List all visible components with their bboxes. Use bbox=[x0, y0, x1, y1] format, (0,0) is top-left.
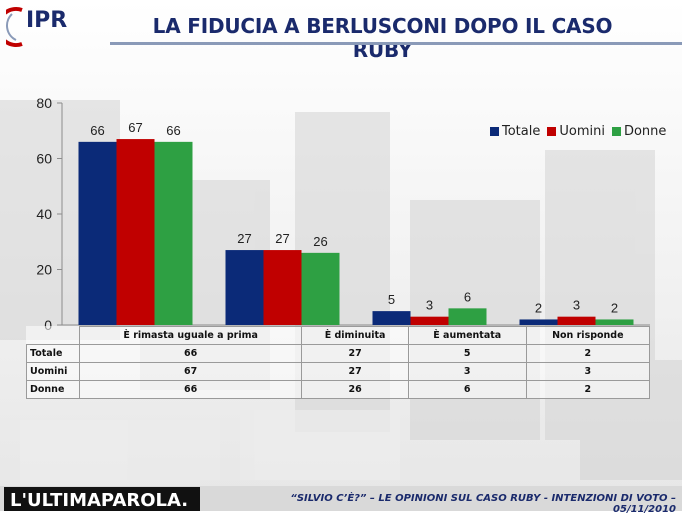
bar-uomini bbox=[410, 316, 449, 325]
bar-uomini bbox=[116, 139, 155, 325]
bar-totale bbox=[372, 311, 411, 325]
brand-logo: L'ULTIMAPAROLA. bbox=[4, 487, 200, 511]
data-label: 26 bbox=[313, 234, 327, 249]
data-label: 27 bbox=[275, 231, 289, 246]
page-title: LA FIDUCIA A BERLUSCONI DOPO IL CASO RUB… bbox=[152, 14, 613, 62]
bar-totale bbox=[519, 319, 558, 325]
footer-note: “SILVIO C’È?” – LE OPINIONI SUL CASO RUB… bbox=[290, 493, 676, 515]
legend-label-totale: Totale bbox=[502, 124, 541, 139]
table-cell: 67 bbox=[78, 362, 303, 381]
legend-swatch-uomini bbox=[547, 127, 557, 136]
table-cell: 2 bbox=[525, 344, 651, 363]
table-cell: 5 bbox=[407, 344, 527, 363]
table-row: Donne 66 26 6 2 bbox=[26, 380, 651, 399]
data-label: 67 bbox=[128, 120, 142, 135]
chart-legend: Totale Uomini Donne bbox=[490, 124, 666, 139]
ipr-logo bbox=[6, 7, 23, 47]
table-row: Totale 66 27 5 2 bbox=[26, 344, 651, 363]
legend-item-uomini: Uomini bbox=[547, 124, 605, 139]
data-label: 6 bbox=[464, 289, 471, 304]
logo-text: IPR bbox=[26, 8, 68, 33]
data-table: È rimasta uguale a prima È diminuita È a… bbox=[26, 326, 651, 399]
table-column-header: Non risponde bbox=[525, 326, 651, 345]
table-cell: 27 bbox=[301, 344, 409, 363]
bar-chart: 0 20 40 60 80 66 67 66 27 27 26 5 3 6 2 3 2 bbox=[36, 95, 650, 333]
bar-uomini bbox=[263, 250, 302, 325]
y-tick-label: 60 bbox=[36, 151, 52, 167]
table-cell: 3 bbox=[407, 362, 527, 381]
legend-label-donne: Donne bbox=[623, 124, 667, 139]
bar-uomini bbox=[557, 316, 596, 325]
bar-donne bbox=[301, 252, 340, 325]
data-label: 5 bbox=[388, 292, 395, 307]
table-cell: 6 bbox=[407, 380, 527, 399]
y-tick-label: 40 bbox=[36, 206, 52, 222]
table-column-header: È diminuita bbox=[301, 326, 409, 345]
y-tick-label: 20 bbox=[36, 262, 52, 278]
table-header-row: È rimasta uguale a prima È diminuita È a… bbox=[26, 326, 651, 345]
legend-swatch-donne bbox=[611, 127, 621, 136]
table-row-label: Totale bbox=[26, 344, 80, 363]
header: IPR LA FIDUCIA A BERLUSCONI DOPO IL CASO… bbox=[0, 0, 682, 62]
brand-text: L'ULTIMAPAROLA. bbox=[10, 490, 188, 511]
bar-donne bbox=[154, 141, 193, 325]
table-corner bbox=[26, 326, 80, 345]
data-label: 2 bbox=[535, 300, 542, 315]
table-row-label: Donne bbox=[26, 380, 80, 399]
bar-totale bbox=[78, 141, 117, 325]
table-row: Uomini 67 27 3 3 bbox=[26, 362, 651, 381]
legend-label-uomini: Uomini bbox=[559, 124, 605, 139]
table-cell: 66 bbox=[78, 380, 303, 399]
legend-item-totale: Totale bbox=[490, 124, 540, 139]
legend-swatch-totale bbox=[490, 127, 499, 136]
data-label: 66 bbox=[166, 123, 180, 138]
y-tick-label: 0 bbox=[44, 317, 52, 333]
bar-donne bbox=[595, 319, 634, 325]
table-cell: 2 bbox=[525, 380, 651, 399]
legend-item-donne: Donne bbox=[611, 124, 667, 139]
table-column-header: È aumentata bbox=[407, 326, 527, 345]
table-cell: 3 bbox=[525, 362, 651, 381]
data-label: 3 bbox=[573, 298, 580, 313]
bar-donne bbox=[448, 308, 487, 325]
table-cell: 26 bbox=[301, 380, 409, 399]
bar-totale bbox=[225, 250, 264, 325]
data-label: 27 bbox=[237, 231, 251, 246]
data-label: 3 bbox=[426, 298, 433, 313]
table-cell: 66 bbox=[78, 344, 303, 363]
data-label: 66 bbox=[90, 123, 104, 138]
y-tick-label: 80 bbox=[36, 95, 52, 111]
title-rule bbox=[110, 42, 682, 45]
data-label: 2 bbox=[611, 300, 618, 315]
table-column-header: È rimasta uguale a prima bbox=[78, 326, 303, 345]
table-row-label: Uomini bbox=[26, 362, 80, 381]
table-cell: 27 bbox=[301, 362, 409, 381]
